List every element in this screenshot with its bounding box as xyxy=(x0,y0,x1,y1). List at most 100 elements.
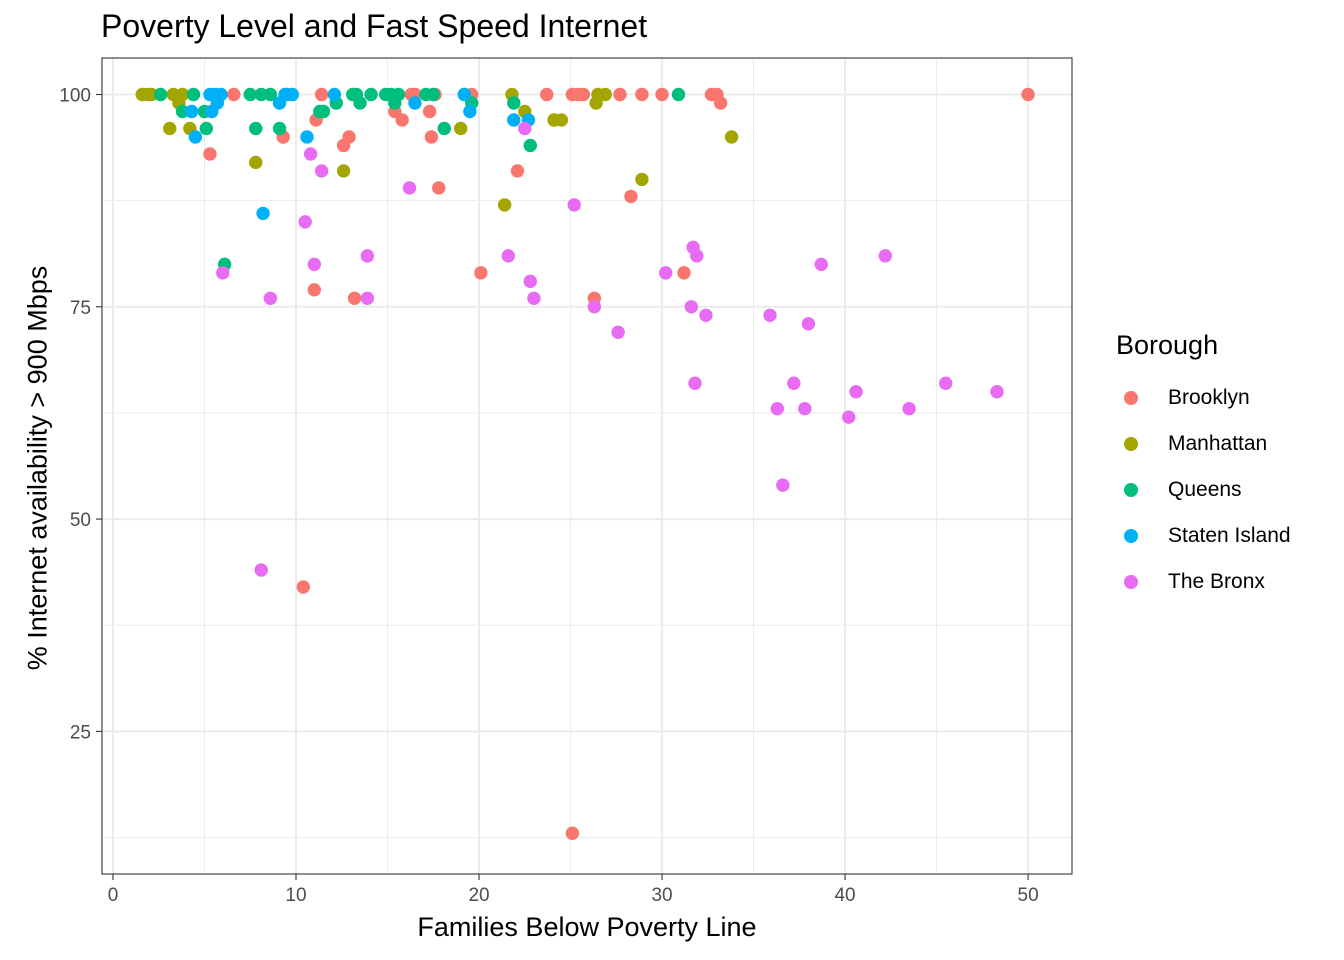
data-point-the-bronx xyxy=(303,147,318,161)
axes: 0 10 20 30 40 50 25 50 75 100 xyxy=(59,86,1038,906)
legend-item: Manhattan xyxy=(1116,421,1291,467)
data-point-the-bronx xyxy=(688,376,702,390)
legend-label: Manhattan xyxy=(1168,432,1268,455)
data-point-queens xyxy=(199,121,214,136)
y-tick-label: 75 xyxy=(70,298,91,319)
x-tick-label: 0 xyxy=(108,885,119,906)
data-point-manhattan xyxy=(497,198,512,212)
data-point-brooklyn xyxy=(565,826,580,840)
data-point-the-bronx xyxy=(658,266,673,280)
data-point-the-bronx xyxy=(254,563,268,577)
legend: Borough Brooklyn Manhattan Queens Staten Is… xyxy=(1116,330,1291,605)
data-point-the-bronx xyxy=(776,478,790,492)
data-point-queens xyxy=(523,138,537,153)
data-point-the-bronx xyxy=(699,308,713,322)
data-point-staten-island xyxy=(256,206,270,221)
data-point-brooklyn xyxy=(624,189,638,204)
legend-dot xyxy=(1124,483,1138,497)
data-point-the-bronx xyxy=(587,300,602,314)
data-point-the-bronx xyxy=(402,181,417,195)
data-point-the-bronx xyxy=(518,121,532,136)
data-point-brooklyn xyxy=(307,283,322,297)
legend-item: Brooklyn xyxy=(1116,375,1291,421)
data-point-queens xyxy=(353,96,367,110)
data-point-staten-island xyxy=(463,104,477,119)
x-tick-label: 10 xyxy=(285,885,306,906)
data-point-the-bronx xyxy=(684,300,699,314)
data-point-the-bronx xyxy=(878,249,893,263)
x-tick-label: 30 xyxy=(651,885,672,906)
data-point-manhattan xyxy=(454,121,468,136)
data-point-the-bronx xyxy=(360,291,375,305)
data-point-staten-island xyxy=(507,113,521,127)
data-point-the-bronx xyxy=(611,325,625,339)
data-point-the-bronx xyxy=(501,249,516,263)
legend-label: The Bronx xyxy=(1168,570,1265,593)
data-point-brooklyn xyxy=(227,87,241,102)
legend-title: Borough xyxy=(1116,330,1219,360)
data-point-manhattan xyxy=(163,121,177,136)
data-point-staten-island xyxy=(408,96,422,110)
data-point-the-bronx xyxy=(307,257,322,272)
legend-key xyxy=(1116,475,1146,505)
data-point-the-bronx xyxy=(842,410,856,424)
data-point-the-bronx xyxy=(787,376,801,390)
legend-key xyxy=(1116,383,1146,413)
legend-dot xyxy=(1124,529,1138,543)
legend-label: Staten Island xyxy=(1168,524,1291,547)
data-point-the-bronx xyxy=(801,317,816,331)
legend-dot xyxy=(1124,391,1138,405)
data-point-brooklyn xyxy=(635,87,649,102)
data-point-queens xyxy=(391,87,406,102)
data-point-brooklyn xyxy=(342,130,356,144)
data-point-the-bronx xyxy=(298,215,312,229)
y-axis-label: % Internet availability > 900 Mbps xyxy=(22,265,53,671)
data-point-brooklyn xyxy=(347,291,362,305)
data-point-the-bronx xyxy=(814,257,828,272)
data-point-queens xyxy=(249,121,263,136)
data-point-queens xyxy=(243,87,257,102)
data-point-manhattan xyxy=(635,172,649,187)
y-tick-label: 25 xyxy=(70,722,91,743)
data-point-brooklyn xyxy=(296,580,311,594)
data-point-the-bronx xyxy=(263,291,278,305)
data-point-the-bronx xyxy=(690,249,704,263)
data-point-brooklyn xyxy=(395,113,409,127)
data-point-brooklyn xyxy=(655,87,669,102)
data-point-the-bronx xyxy=(360,249,375,263)
data-point-queens xyxy=(316,104,331,119)
data-point-queens xyxy=(507,96,521,110)
data-point-manhattan xyxy=(554,113,569,127)
data-point-queens xyxy=(364,87,378,102)
data-point-brooklyn xyxy=(424,130,439,144)
data-point-staten-island xyxy=(188,130,203,144)
data-point-queens xyxy=(272,121,287,136)
legend-label: Brooklyn xyxy=(1168,386,1250,409)
data-point-brooklyn xyxy=(314,87,329,102)
data-point-brooklyn xyxy=(510,164,525,178)
data-point-manhattan xyxy=(724,130,739,144)
data-point-manhattan xyxy=(598,87,613,102)
data-point-brooklyn xyxy=(422,104,437,119)
data-point-staten-island xyxy=(457,87,472,102)
data-point-the-bronx xyxy=(314,164,329,178)
legend-item: The Bronx xyxy=(1116,559,1291,605)
x-tick-label: 50 xyxy=(1018,885,1039,906)
data-point-brooklyn xyxy=(576,87,591,102)
data-point-brooklyn xyxy=(432,181,446,195)
data-point-the-bronx xyxy=(849,385,863,399)
legend-dot xyxy=(1124,575,1138,589)
x-axis-label: Families Below Poverty Line xyxy=(417,912,757,942)
data-point-staten-island xyxy=(327,87,342,102)
data-point-the-bronx xyxy=(523,274,537,289)
data-point-the-bronx xyxy=(770,401,785,416)
y-tick-label: 50 xyxy=(70,510,91,531)
data-point-brooklyn xyxy=(613,87,627,102)
legend-item: Staten Island xyxy=(1116,513,1291,559)
data-point-manhattan xyxy=(249,155,263,170)
data-point-the-bronx xyxy=(990,385,1004,399)
data-point-queens xyxy=(186,87,201,102)
legend-label: Queens xyxy=(1168,478,1242,501)
data-point-queens xyxy=(671,87,686,102)
data-point-queens xyxy=(263,87,278,102)
